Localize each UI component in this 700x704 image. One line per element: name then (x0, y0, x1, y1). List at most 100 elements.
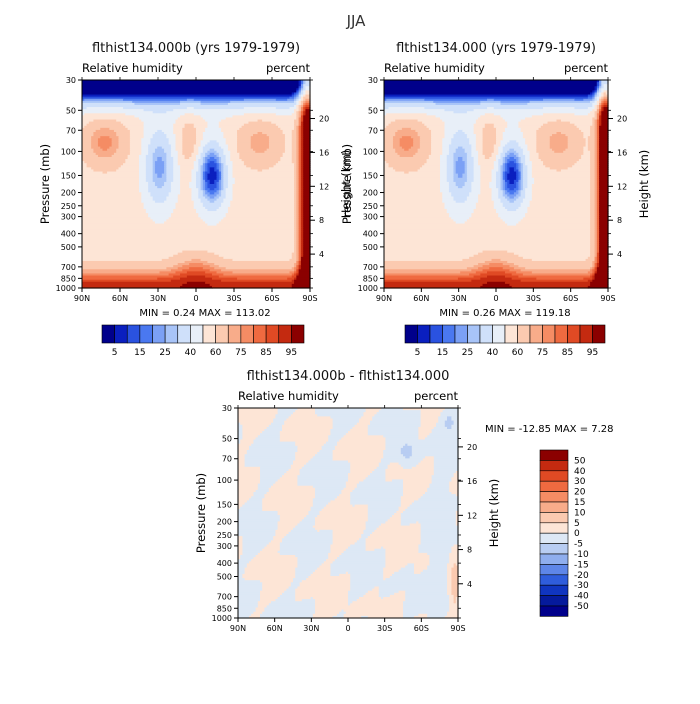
contour-cell (599, 142, 609, 146)
contour-cell (244, 502, 263, 506)
contour-cell (303, 175, 311, 179)
contour-cell (161, 173, 167, 177)
contour-cell (242, 429, 265, 432)
contour-cell (296, 129, 300, 133)
contour-cell (384, 277, 459, 281)
contour-cell (218, 125, 243, 129)
contour-cell (216, 167, 220, 171)
contour-cell (296, 269, 300, 272)
contour-cell (303, 242, 311, 245)
contour-cell (500, 200, 511, 204)
colorbar-label: 15 (574, 498, 585, 508)
contour-cell (303, 200, 311, 204)
contour-cell (296, 169, 300, 173)
contour-cell (350, 471, 373, 474)
contour-cell (271, 485, 314, 489)
contour-cell (297, 445, 323, 449)
contour-cell (384, 179, 441, 183)
contour-cell (599, 240, 609, 243)
contour-cell (462, 159, 468, 162)
contour-cell (205, 177, 208, 181)
colorbar-box (265, 324, 280, 344)
contour-cell (232, 186, 295, 189)
contour-cell (484, 125, 495, 129)
contour-cell (238, 496, 252, 499)
contour-cell (493, 150, 499, 154)
contour-cell (230, 154, 240, 158)
contour-cell (173, 159, 179, 162)
contour-cell (310, 573, 331, 577)
contour-cell (590, 177, 596, 181)
contour-cell (522, 186, 528, 189)
contour-cell (343, 435, 384, 438)
contour-cell (522, 163, 526, 166)
contour-cell (238, 601, 259, 604)
contour-cell (221, 188, 224, 191)
contour-cell (182, 136, 197, 139)
contour-cell (590, 92, 593, 96)
contour-cell (227, 175, 234, 179)
contour-cell (139, 188, 149, 191)
contour-cell (238, 458, 246, 462)
contour-cell (332, 452, 384, 455)
contour-cell (303, 109, 307, 112)
contour-cell (507, 161, 511, 164)
contour-cell (590, 169, 596, 173)
contour-cell (592, 123, 596, 127)
contour-cell (603, 107, 609, 110)
contour-cell (538, 156, 582, 160)
contour-cell (536, 132, 558, 135)
contour-cell (298, 186, 302, 189)
contour-cell (563, 150, 584, 154)
contour-cell (363, 479, 386, 483)
contour-cell (294, 188, 297, 191)
contour-cell (262, 169, 295, 173)
contour-cell (202, 136, 224, 139)
contour-cell (297, 559, 327, 562)
contour-cell (95, 129, 115, 133)
contour-cell (599, 242, 609, 245)
contour-cell (237, 138, 252, 141)
contour-cell (594, 132, 598, 135)
contour-cell (227, 181, 236, 185)
contour-cell (279, 431, 331, 434)
contour-cell (148, 188, 172, 191)
contour-cell (596, 125, 600, 129)
contour-cell (500, 171, 504, 175)
contour-cell (471, 152, 479, 156)
contour-cell (303, 144, 311, 148)
contour-cell (592, 90, 596, 94)
colorbar-label: 75 (235, 348, 246, 358)
contour-cell (154, 167, 165, 171)
contour-cell (82, 211, 147, 214)
contour-cell (300, 229, 304, 233)
contour-cell (403, 510, 457, 514)
contour-cell (525, 154, 531, 158)
contour-cell (596, 154, 600, 158)
contour-cell (583, 136, 589, 139)
contour-cell (431, 129, 446, 133)
contour-cell (587, 96, 593, 100)
contour-cell (310, 508, 323, 512)
contour-cell (383, 567, 402, 571)
colorbar-label: -30 (574, 581, 589, 591)
contour-cell (596, 221, 600, 225)
contour-cell (260, 613, 314, 617)
contour-cell (418, 435, 428, 438)
contour-cell (300, 184, 304, 187)
contour-cell (384, 117, 441, 121)
contour-cell (385, 437, 419, 441)
contour-cell (451, 477, 459, 480)
contour-cell (352, 504, 356, 508)
contour-cell (507, 150, 517, 154)
contour-cell (384, 150, 396, 154)
contour-cell (91, 144, 99, 148)
contour-cell (394, 592, 406, 596)
colorbar-box (467, 324, 481, 344)
contour-cell (436, 424, 446, 428)
contour-cell (424, 123, 446, 127)
contour-cell (536, 129, 582, 133)
contour-cell (164, 171, 167, 175)
contour-cell (262, 506, 312, 510)
contour-cell (279, 519, 303, 522)
